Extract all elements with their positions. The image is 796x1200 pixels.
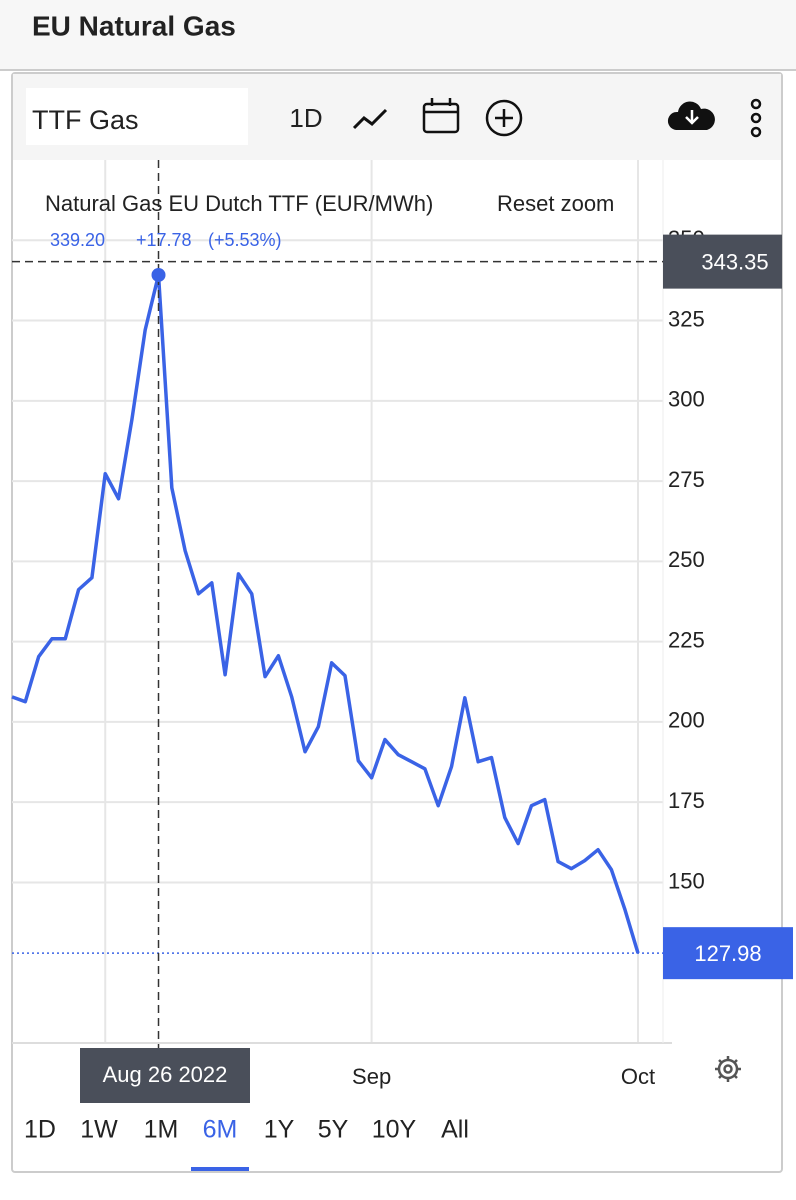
plot: [11, 160, 672, 1044]
y-tick-label: 225: [668, 627, 705, 652]
range-button[interactable]: 1Y: [264, 1116, 295, 1144]
range-button[interactable]: 1M: [144, 1116, 179, 1144]
y-tick-label: 150: [668, 868, 705, 893]
hover-point: [151, 267, 166, 282]
crosshair-price-label: 343.35: [701, 249, 768, 274]
hover-change-pct: (+5.53%): [208, 230, 282, 250]
hover-change: +17.78: [136, 230, 192, 250]
download-icon[interactable]: [667, 101, 715, 130]
y-tick-label: 325: [668, 306, 705, 331]
price-line: [11, 273, 640, 954]
range-selector: 1D 1W 1M 6M 1Y 5Y 10Y All: [24, 1116, 469, 1171]
interval-button[interactable]: 1D: [289, 103, 322, 133]
hover-value: 339.20: [50, 230, 105, 250]
y-tick-label: 200: [668, 708, 705, 733]
y-tick-label: 275: [668, 467, 705, 492]
crosshair-date-box: [80, 1048, 250, 1103]
range-button[interactable]: All: [441, 1116, 469, 1144]
y-tick-label: 175: [668, 788, 705, 813]
menu-icon[interactable]: [750, 98, 762, 138]
chart-card: [11, 72, 783, 1173]
range-button[interactable]: 6M: [203, 1116, 238, 1144]
crosshair-price-box: [663, 234, 782, 289]
y-tick-label: 250: [668, 547, 705, 572]
symbol-text: TTF Gas: [32, 105, 139, 135]
x-tick-label: Sep: [352, 1064, 391, 1089]
x-tick-label: Oct: [621, 1064, 655, 1089]
y-tick-label: 300: [668, 387, 705, 412]
range-button[interactable]: 1W: [80, 1116, 118, 1144]
chart-type-icon[interactable]: [352, 108, 388, 130]
range-selected-underline: [191, 1167, 249, 1171]
settings-icon[interactable]: [715, 1056, 741, 1082]
calendar-icon[interactable]: [422, 98, 460, 134]
header-bar: [0, 0, 796, 70]
last-price-box: [663, 927, 793, 980]
add-indicator-icon[interactable]: [485, 99, 523, 137]
last-price-label: 127.98: [694, 941, 761, 966]
range-button[interactable]: 1D: [24, 1116, 56, 1144]
range-button[interactable]: 5Y: [318, 1116, 349, 1144]
page-title: EU Natural Gas: [32, 10, 236, 41]
symbol-input[interactable]: [26, 88, 248, 145]
range-button[interactable]: 10Y: [372, 1116, 417, 1144]
reset-zoom[interactable]: Reset zoom: [497, 191, 614, 216]
crosshair-date-label: Aug 26 2022: [103, 1062, 228, 1087]
chart-title: Natural Gas EU Dutch TTF (EUR/MWh): [45, 191, 433, 216]
